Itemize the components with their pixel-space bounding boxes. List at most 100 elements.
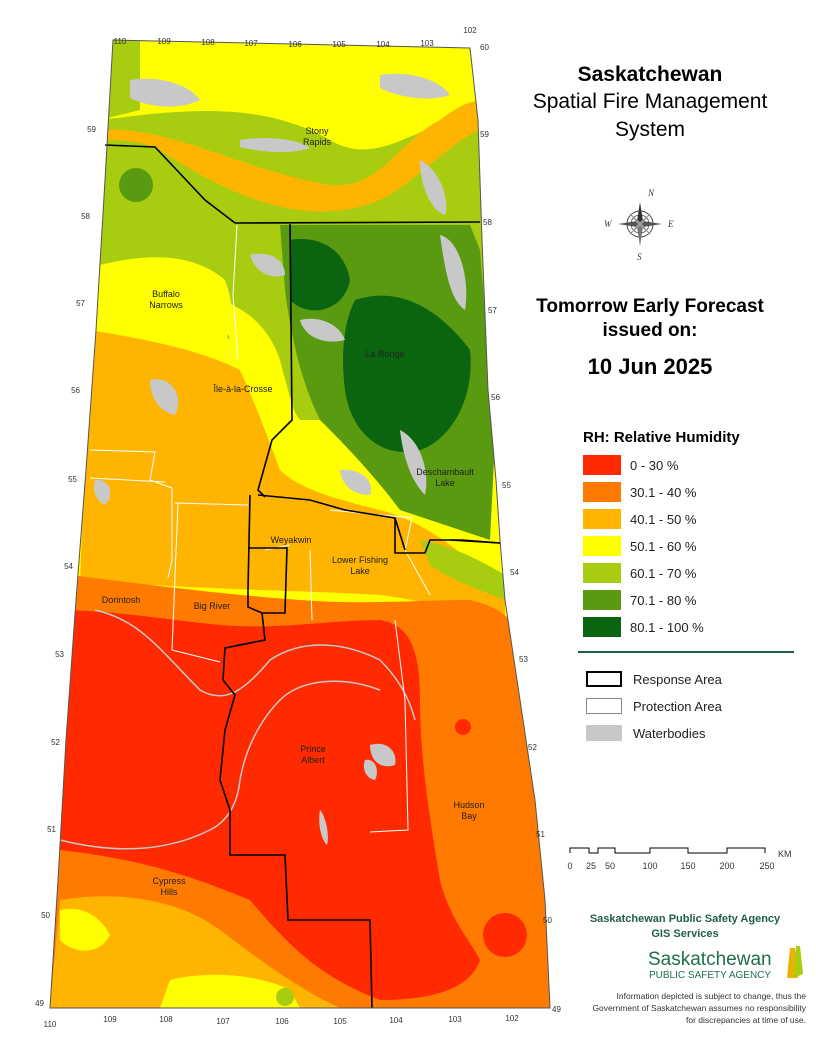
disclaimer-text: Information depicted is subject to chang…	[592, 991, 806, 1025]
legend-swatch	[583, 455, 621, 475]
latitude-label: 59	[480, 130, 489, 139]
legend-swatch	[583, 509, 621, 529]
place-label: Lower Fishing Lake	[332, 555, 388, 576]
legend-title: RH: Relative Humidity	[583, 429, 740, 446]
latitude-label: 54	[64, 562, 73, 571]
scale-tick-label: 100	[642, 861, 657, 871]
place-label: La Ronge	[365, 349, 404, 359]
rivers	[59, 609, 416, 850]
scale-tick-label: 200	[719, 861, 734, 871]
latitude-label: 49	[35, 999, 44, 1008]
forecast-heading: Tomorrow Early Forecast	[536, 296, 764, 317]
place-label: Prince Albert	[300, 744, 326, 765]
legend-label: 0 - 30 %	[630, 457, 679, 473]
place-label: Hudson Bay	[453, 800, 484, 821]
legend-label: 40.1 - 50 %	[630, 511, 697, 527]
legend-label: 60.1 - 70 %	[630, 565, 697, 581]
agency-department: GIS Services	[651, 928, 719, 940]
longitude-label: 109	[103, 1015, 117, 1024]
legend-item: 40.1 - 50 %	[583, 508, 697, 530]
place-label: Stony Rapids	[303, 126, 332, 147]
legend-swatch	[583, 482, 621, 502]
legend-item: 50.1 - 60 %	[583, 535, 697, 557]
humidity-zones	[50, 40, 550, 1008]
longitude-label: 106	[275, 1017, 289, 1026]
compass-south-label: S	[637, 252, 642, 262]
latitude-label: 49	[552, 1005, 561, 1014]
legend-label: 30.1 - 40 %	[630, 484, 697, 500]
latitude-label: 50	[41, 911, 50, 920]
longitude-label: 105	[332, 40, 346, 49]
map-subtitle-line2: System	[614, 118, 685, 141]
scale-tick-label: 0	[567, 861, 572, 871]
scale-tick-label: 250	[759, 861, 774, 871]
latitude-label: 53	[519, 655, 528, 664]
scale-bar: 0 25 50 100 150 200 250 KM	[567, 847, 792, 871]
legend-swatch	[583, 563, 621, 583]
longitude-label: 102	[463, 26, 477, 35]
latitude-label: 51	[47, 825, 56, 834]
legend-item: 60.1 - 70 %	[583, 562, 697, 584]
legend-divider	[578, 651, 794, 653]
response-area-swatch	[586, 671, 622, 687]
province-outline	[49, 39, 551, 1009]
legend-item: 70.1 - 80 %	[583, 589, 697, 611]
latitude-label: 52	[528, 743, 537, 752]
latitude-label: 56	[71, 386, 80, 395]
place-label: Dorintosh	[102, 595, 141, 605]
legend-swatch	[583, 536, 621, 556]
longitude-label: 105	[333, 1017, 347, 1026]
latitude-label: 55	[502, 481, 511, 490]
latitude-label: 57	[488, 306, 497, 315]
place-label: Weyakwin	[271, 535, 312, 545]
latitude-label: 58	[81, 212, 90, 221]
latitude-label: 54	[510, 568, 519, 577]
longitude-label: 107	[244, 39, 258, 48]
legend-label: Waterbodies	[633, 725, 706, 741]
place-labels: Stony Rapids Buffalo Narrows Île-à-la-Cros…	[102, 126, 485, 897]
longitude-label: 104	[376, 40, 390, 49]
longitude-label: 102	[505, 1014, 519, 1023]
latitude-label: 60	[480, 43, 489, 52]
latitude-label: 55	[68, 475, 77, 484]
legend-label: 50.1 - 60 %	[630, 538, 697, 554]
agency-logo: Saskatchewan PUBLIC SAFETY AGENCY	[648, 946, 803, 981]
latitude-label: 57	[76, 299, 85, 308]
forecast-date: 10 Jun 2025	[587, 354, 713, 379]
legend-response-area: Response Area	[586, 669, 722, 689]
legend-label: Response Area	[633, 671, 722, 687]
map-title: Saskatchewan	[577, 63, 723, 86]
longitude-label: 110	[44, 1020, 57, 1029]
longitude-label: 103	[420, 39, 434, 48]
scale-tick-label: 50	[605, 861, 615, 871]
scale-tick-label: 25	[586, 861, 596, 871]
latitude-label: 51	[536, 830, 545, 839]
place-label: Buffalo Narrows	[149, 289, 183, 310]
longitude-label: 108	[201, 38, 215, 47]
place-label: Île-à-la-Crosse	[212, 384, 272, 394]
latitude-label: 50	[543, 916, 552, 925]
legend-waterbodies: Waterbodies	[586, 723, 706, 743]
compass-icon: N W E S	[604, 188, 674, 262]
legend-item: 80.1 - 100 %	[583, 616, 704, 638]
svg-text:Saskatchewan: Saskatchewan	[648, 949, 772, 970]
longitude-label: 104	[389, 1016, 403, 1025]
legend-swatch	[583, 590, 621, 610]
protection-area-swatch	[586, 698, 622, 714]
latitude-label: 58	[483, 218, 492, 227]
forecast-issued-label: issued on:	[602, 320, 698, 341]
place-label: Cypress Hills	[152, 876, 186, 897]
response-area-boundaries	[104, 144, 501, 1009]
coordinate-labels: 110 109 108 107 106 105 104 103 102 110 …	[35, 26, 561, 1029]
legend-label: Protection Area	[633, 698, 722, 714]
longitude-label: 107	[216, 1017, 230, 1026]
legend-item: 0 - 30 %	[583, 454, 678, 476]
compass-west-label: W	[604, 219, 613, 229]
legend-protection-area: Protection Area	[586, 696, 722, 716]
legend-swatch	[583, 617, 621, 637]
longitude-label: 103	[448, 1015, 462, 1024]
agency-name: Saskatchewan Public Safety Agency	[589, 913, 781, 925]
longitude-label: 108	[159, 1015, 173, 1024]
longitude-label: 109	[157, 37, 171, 46]
